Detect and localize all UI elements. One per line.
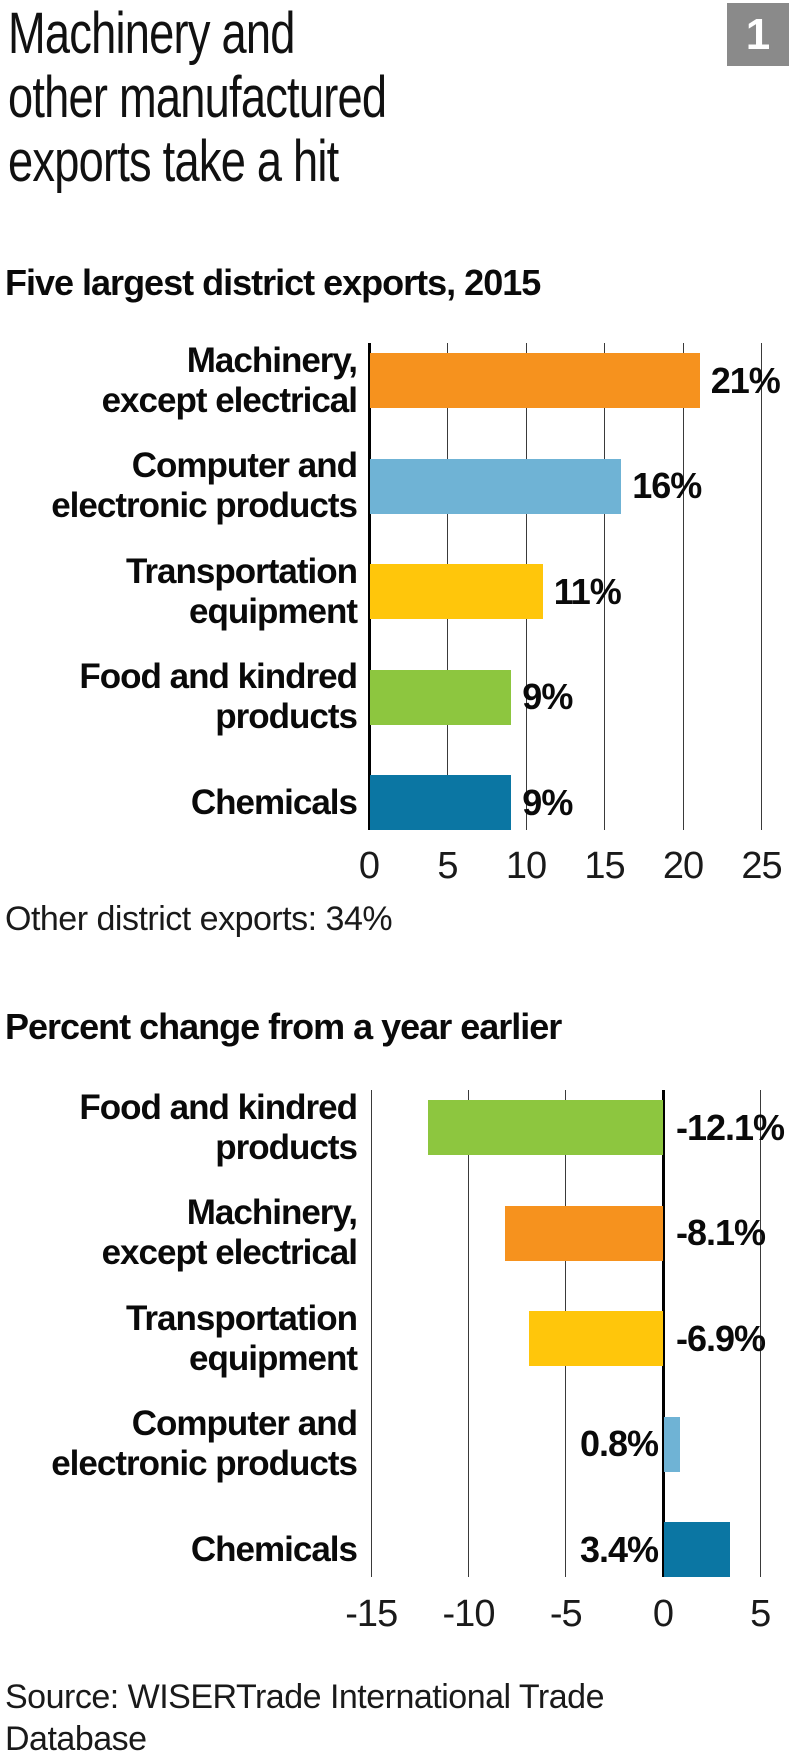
category-label: Chemicals [190, 1529, 358, 1569]
bar [370, 669, 512, 725]
category-label: Chemicals [190, 782, 358, 822]
figure-number-badge: 1 [727, 3, 789, 66]
main-title: Machinery and other manufactured exports… [8, 1, 387, 194]
gridline [682, 343, 684, 830]
value-label: 0.8% [579, 1423, 659, 1464]
value-label: 11% [553, 570, 622, 612]
bar [370, 353, 700, 408]
source-line-2: Database [5, 1720, 147, 1755]
chart1-title: Five largest district exports, 2015 [5, 262, 541, 303]
chart1-footnote: Other district exports: 34% [5, 900, 393, 938]
category-label: Computer and electronic products [51, 446, 358, 525]
axis-zero-line [367, 343, 371, 830]
main-title-line-2: other manufactured [8, 65, 387, 130]
bar [505, 1205, 663, 1261]
value-label: 21% [710, 359, 781, 401]
category-label: Machinery, except electrical [101, 340, 358, 420]
tick-label: 5 [750, 1593, 771, 1635]
category-label: Machinery, except electrical [101, 1193, 358, 1272]
gridline [604, 343, 605, 830]
gridline [761, 343, 762, 830]
axis-zero-line [661, 1090, 665, 1577]
value-label: 9% [522, 781, 573, 823]
main-title-line-3: exports take a hit [8, 129, 339, 194]
value-label: -8.1% [676, 1212, 766, 1253]
main-title-line-1: Machinery and [8, 1, 295, 66]
gridline [759, 1090, 761, 1577]
tick-label: 5 [437, 845, 458, 887]
value-label: -12.1% [676, 1106, 785, 1148]
category-label: Transportation equipment [125, 551, 358, 631]
bar [664, 1522, 731, 1577]
tick-label: 10 [505, 845, 547, 887]
source-note: Source: WISERTrade International Trade D… [5, 1676, 604, 1755]
tick-label: 15 [584, 845, 625, 887]
bar [427, 1100, 663, 1155]
chart2-title: Percent change from a year earlier [5, 1006, 562, 1047]
value-label: 3.4% [579, 1528, 659, 1570]
category-label: Food and kindred products [79, 657, 358, 736]
gridline [370, 1090, 372, 1577]
gridline [468, 1090, 469, 1577]
tick-label: 0 [358, 845, 380, 887]
bar [370, 775, 512, 830]
bar [370, 458, 622, 514]
tick-label: -5 [549, 1593, 583, 1635]
tick-label: 25 [741, 845, 782, 887]
tick-label: 0 [652, 1593, 674, 1635]
tick-label: -15 [345, 1593, 398, 1635]
category-label: Computer and electronic products [51, 1404, 358, 1483]
bar [664, 1416, 680, 1472]
value-label: 16% [632, 465, 702, 506]
category-label: Food and kindred products [79, 1087, 358, 1167]
value-label: 9% [522, 676, 573, 717]
bar [528, 1311, 663, 1366]
value-label: -6.9% [676, 1317, 766, 1359]
tick-label: 20 [662, 845, 704, 887]
category-label: Transportation equipment [125, 1298, 358, 1378]
bar [370, 564, 543, 619]
tick-label: -10 [442, 1593, 496, 1635]
source-line-1: Source: WISERTrade International Trade [5, 1678, 604, 1716]
